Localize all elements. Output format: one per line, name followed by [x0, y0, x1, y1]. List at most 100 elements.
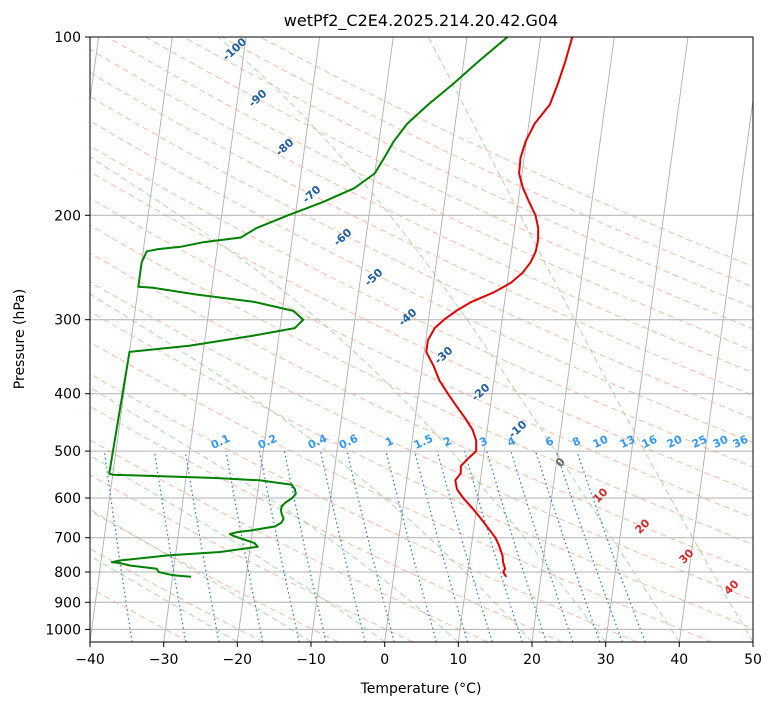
- moist-adiabat-line: [90, 508, 312, 642]
- moist-adiabat-label: 10: [591, 485, 611, 505]
- isotherm-line: [752, 638, 753, 642]
- mixing-ratio-label: 0.4: [306, 432, 329, 452]
- dry-adiabat-label: -90: [246, 87, 270, 110]
- y-tick-label: 900: [54, 595, 81, 611]
- moist-adiabat-line: [90, 156, 607, 642]
- dry-adiabat-label: -100: [220, 35, 249, 63]
- dry-adiabat-line: [90, 252, 753, 573]
- mixing-ratio-label: 0.2: [256, 432, 279, 452]
- x-tick-label: 10: [449, 652, 467, 668]
- moist-adiabat-line: [427, 37, 753, 642]
- isotherm-line: [531, 37, 615, 642]
- isotherm-line: [90, 37, 173, 642]
- mixing-ratio-label: 20: [665, 433, 685, 451]
- mixing-ratio-line: [486, 450, 547, 642]
- mixing-ratio-line: [346, 450, 395, 642]
- mixing-ratio-label: 1.5: [412, 432, 435, 452]
- dry-adiabat-label: -30: [432, 344, 456, 367]
- dry-adiabat-label: -60: [331, 226, 355, 249]
- dry-adiabat-line: [221, 37, 753, 288]
- chart-title: wetPf2_C2E4.2025.214.20.42.G04: [284, 11, 558, 31]
- dry-adiabat-label: -20: [469, 381, 493, 404]
- dry-adiabat-line: [90, 281, 753, 601]
- moist-adiabat-line: [90, 293, 533, 642]
- mixing-ratio-line: [153, 451, 187, 642]
- x-tick-label: 50: [744, 652, 762, 668]
- mixing-ratio-label: 0.6: [337, 432, 360, 452]
- moist-adiabat-line: [90, 454, 385, 642]
- mixing-ratio-label: 10: [591, 433, 611, 451]
- mixing-ratio-line: [436, 450, 493, 642]
- dry-adiabat-line: [90, 548, 264, 642]
- mixing-ratio-line: [385, 450, 437, 642]
- mixing-ratio-line: [103, 451, 133, 642]
- mixing-ratio-label: 36: [731, 433, 751, 451]
- y-axis-label: Pressure (hPa): [12, 289, 28, 389]
- mixing-ratio-label: 0.1: [209, 432, 232, 452]
- isotherm-line: [90, 37, 100, 104]
- dry-adiabat-line: [90, 310, 753, 630]
- x-tick-label: 20: [523, 652, 541, 668]
- isotherm-line: [163, 37, 247, 642]
- mixing-ratio-line: [510, 450, 574, 642]
- x-axis-label: Temperature (°C): [360, 681, 482, 697]
- moist-adiabat-label: 30: [677, 546, 697, 566]
- x-tick-label: 40: [670, 652, 688, 668]
- dewpoint-profile-line: [108, 37, 509, 578]
- dry-adiabat-line: [90, 224, 753, 545]
- dry-adiabat-line: [90, 373, 638, 642]
- mixing-ratio-line: [184, 451, 220, 642]
- mixing-ratio-line: [283, 450, 327, 642]
- isotherm-line: [384, 37, 468, 642]
- mixing-ratio-label: 13: [618, 433, 637, 451]
- x-tick-label: −20: [223, 652, 253, 668]
- mixing-ratio-line: [413, 450, 469, 642]
- x-tick-label: −40: [75, 652, 105, 668]
- mixing-ratio-label: 8: [570, 434, 582, 449]
- y-tick-label: 100: [54, 30, 81, 46]
- x-tick-label: 30: [597, 652, 615, 668]
- moist-adiabat-line: [90, 386, 459, 642]
- dry-adiabat-line: [90, 171, 753, 493]
- moist-adiabat-line: [90, 555, 238, 642]
- mixing-ratio-label: 6: [543, 434, 556, 449]
- dry-adiabat-line: [90, 197, 753, 519]
- mixing-ratio-label: 1: [383, 434, 395, 449]
- isotherm-line: [678, 96, 753, 642]
- sounding-profiles: [108, 37, 574, 578]
- y-tick-label: 700: [54, 531, 81, 547]
- mixing-ratio-line: [555, 450, 623, 642]
- y-tick-label: 200: [54, 208, 81, 224]
- dry-adiabat-line: [90, 120, 753, 444]
- mixing-ratio-line: [576, 450, 646, 642]
- temperature-profile-line: [425, 37, 574, 578]
- mixing-ratio-label: 16: [640, 433, 660, 451]
- dry-adiabat-line: [90, 510, 339, 642]
- y-axis-ticks: 100 200 300 400 500 600 700 800 900 1000: [45, 30, 90, 638]
- y-tick-label: 500: [54, 444, 81, 460]
- adiabat-labels: -100-90-80-70-60-50-40-30-20-10010203040…: [209, 35, 751, 597]
- dry-adiabat-line: [90, 48, 753, 374]
- isobar-gridlines: [90, 36, 753, 630]
- dry-adiabat-line: [90, 474, 414, 642]
- dry-adiabat-line: [145, 37, 753, 330]
- y-tick-label: 600: [54, 491, 81, 507]
- dry-adiabat-label: -40: [396, 306, 420, 329]
- dry-adiabat-line: [90, 145, 753, 468]
- background-lines: [90, 37, 753, 642]
- dry-adiabat-line: [90, 341, 712, 642]
- x-tick-label: 0: [380, 652, 389, 668]
- mixing-ratio-line: [319, 450, 366, 642]
- mixing-ratio-line: [464, 450, 523, 642]
- y-tick-label: 300: [54, 313, 81, 329]
- dry-adiabat-line: [90, 439, 488, 642]
- y-tick-label: 400: [54, 387, 81, 403]
- moist-adiabat-line: [217, 37, 680, 642]
- y-tick-label: 800: [54, 565, 81, 581]
- dry-adiabat-line: [90, 405, 563, 642]
- isotherm-line: [605, 37, 689, 642]
- x-axis-ticks: −40 −30 −20 −10 0 10 20 30 40 50: [75, 642, 762, 668]
- moist-adiabat-label: 20: [633, 516, 653, 536]
- x-tick-label: −30: [149, 652, 179, 668]
